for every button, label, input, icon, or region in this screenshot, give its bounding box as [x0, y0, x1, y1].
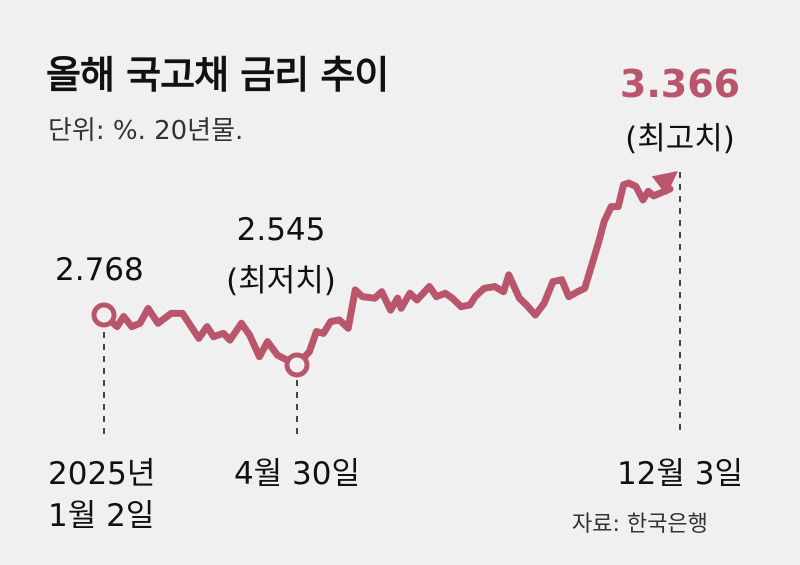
chart-subtitle: 단위: %. 20년물.	[48, 116, 244, 146]
data-point	[574, 288, 581, 295]
start-marker	[91, 302, 117, 328]
data-point	[320, 330, 327, 337]
data-point	[345, 325, 352, 332]
data-point	[433, 293, 440, 300]
data-point	[549, 278, 556, 285]
min-note-label: (최저치)	[226, 263, 336, 299]
data-point	[154, 320, 161, 327]
data-point	[650, 192, 657, 199]
data-point	[145, 305, 152, 312]
data-point	[238, 320, 245, 327]
start-date-label: 1월 2일	[48, 498, 155, 534]
start-date-year-label: 2025년	[48, 456, 156, 492]
data-point	[639, 196, 646, 203]
data-point	[516, 295, 523, 302]
data-point	[523, 301, 530, 308]
data-point	[246, 331, 253, 338]
data-point	[274, 352, 281, 359]
min-marker	[284, 352, 310, 378]
data-point	[226, 337, 233, 344]
data-point	[632, 183, 639, 190]
data-point	[491, 283, 498, 290]
data-point	[313, 328, 320, 335]
max-value-label: 3.366	[619, 62, 741, 106]
data-point	[406, 290, 413, 297]
data-point	[581, 285, 588, 292]
data-point	[136, 320, 143, 327]
data-point	[458, 303, 465, 310]
data-point	[210, 333, 217, 340]
data-point	[625, 180, 632, 187]
data-point	[449, 295, 456, 302]
min-date-label: 4월 30일	[233, 456, 361, 492]
max-note-label: (최고치)	[625, 121, 735, 157]
data-point	[398, 305, 405, 312]
yield-line	[100, 179, 674, 369]
data-point	[336, 316, 343, 323]
data-point	[264, 338, 271, 345]
data-point	[220, 330, 227, 337]
data-point	[387, 307, 394, 314]
source-note: 자료: 한국은행	[572, 512, 708, 537]
data-point	[414, 296, 421, 303]
data-point	[371, 295, 378, 302]
data-point	[541, 300, 548, 307]
data-point	[352, 286, 359, 293]
data-point	[601, 218, 608, 225]
data-point	[327, 318, 334, 325]
data-point	[615, 203, 622, 210]
data-point	[442, 290, 449, 297]
data-point	[359, 293, 366, 300]
data-point	[565, 293, 572, 300]
data-point	[256, 353, 263, 360]
data-point	[179, 310, 186, 317]
data-point	[472, 293, 479, 300]
data-point	[128, 323, 135, 330]
chart-title: 올해 국고채 금리 추이	[46, 53, 389, 97]
data-point	[595, 238, 602, 245]
data-point	[608, 203, 615, 210]
data-point	[204, 323, 211, 330]
min-value-label: 2.545	[236, 212, 326, 248]
data-point	[500, 288, 507, 295]
data-point	[306, 348, 313, 355]
data-point	[558, 276, 565, 283]
data-point	[426, 283, 433, 290]
start-value-label: 2.768	[55, 252, 144, 288]
data-point	[505, 271, 512, 278]
data-point	[588, 262, 595, 269]
data-point	[620, 181, 627, 188]
data-point	[481, 285, 488, 292]
data-point	[120, 313, 127, 320]
data-point	[195, 335, 202, 342]
data-point	[168, 310, 175, 317]
data-point	[532, 312, 539, 318]
data-point	[114, 323, 121, 330]
data-point	[378, 288, 385, 295]
data-point	[394, 295, 401, 302]
max-date-label: 12월 3일	[616, 456, 744, 492]
data-point	[645, 188, 652, 195]
data-point	[466, 301, 473, 308]
arrow-head-icon	[651, 171, 678, 196]
